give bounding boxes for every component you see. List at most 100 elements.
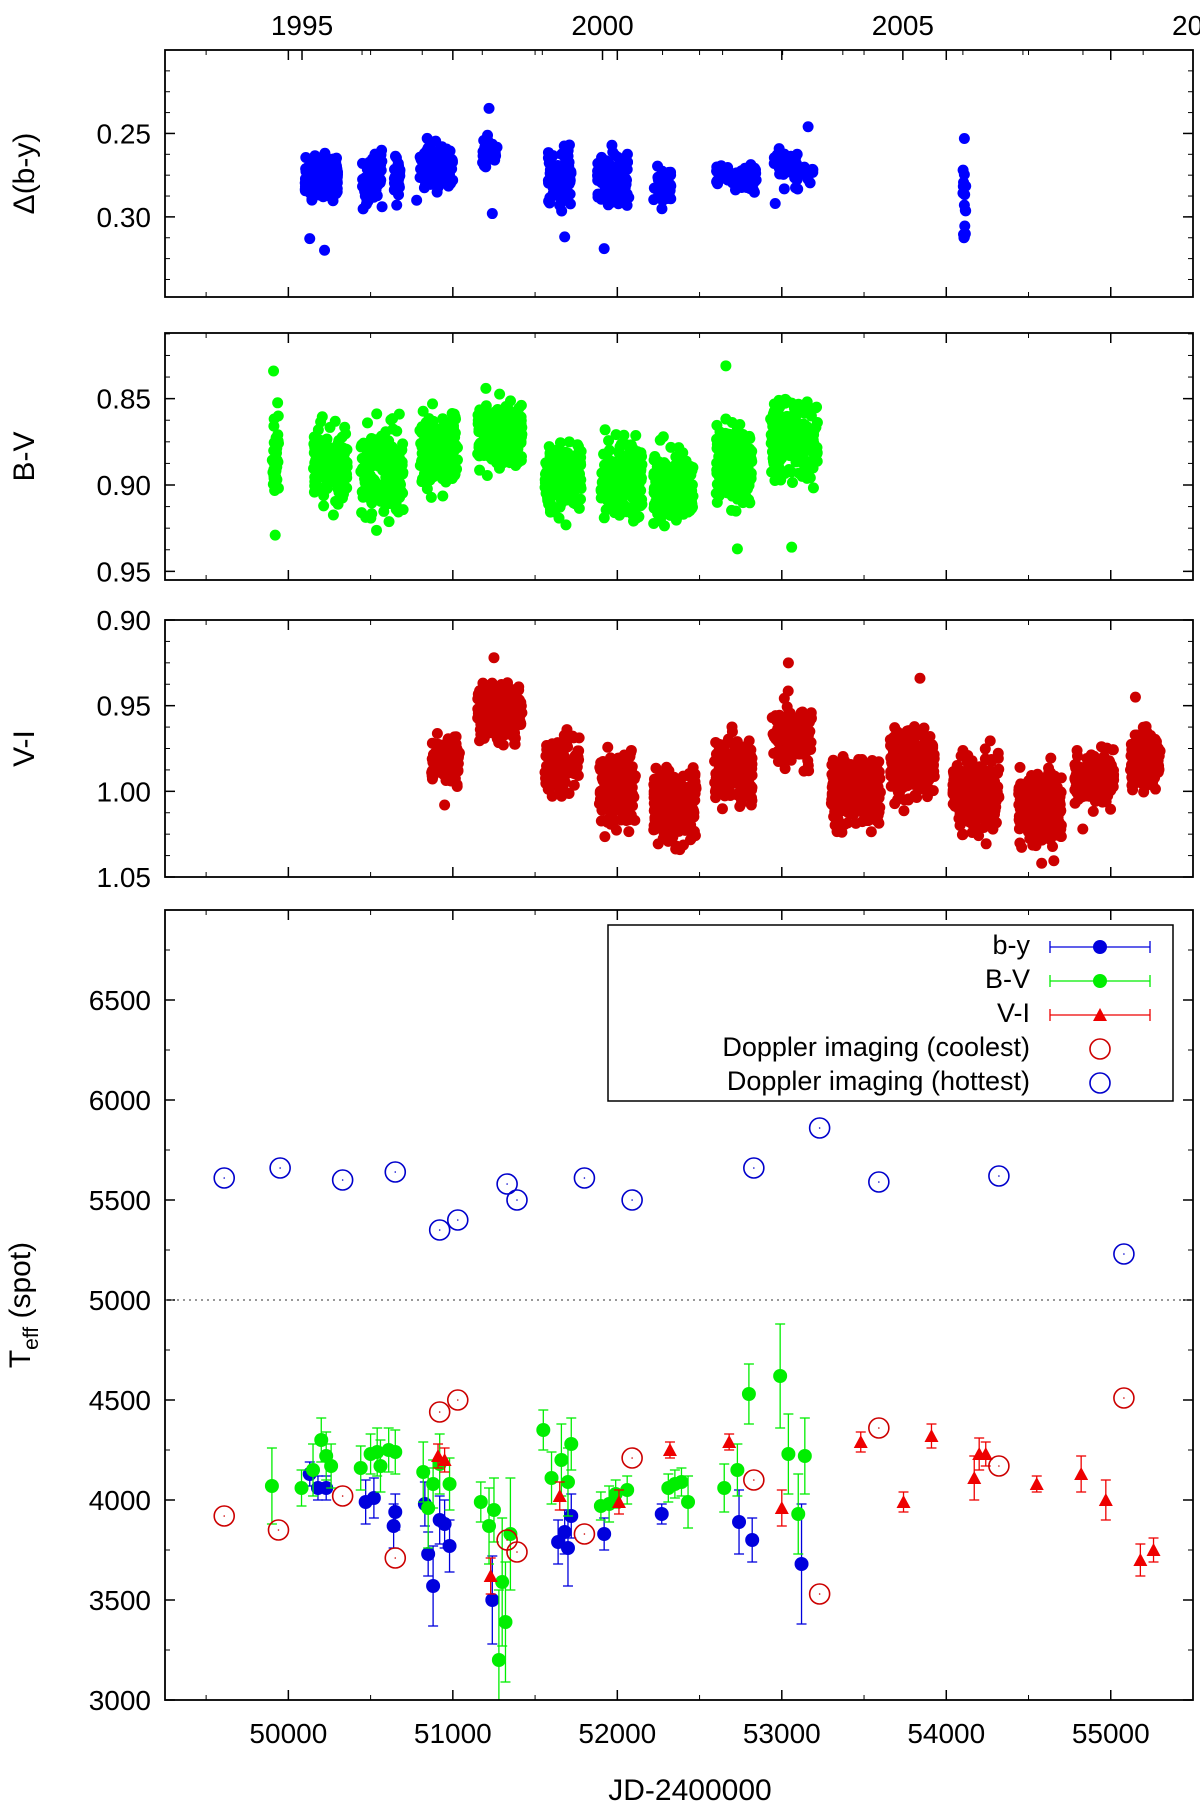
data-point [509, 422, 521, 434]
data-point [486, 697, 498, 709]
data-point [743, 432, 755, 444]
data-point [741, 763, 753, 775]
data-point [494, 724, 506, 736]
data-point [861, 814, 873, 826]
data-point [980, 838, 992, 850]
data-point [649, 789, 661, 801]
data-point [417, 405, 429, 417]
data-point [609, 149, 621, 161]
data-point [573, 745, 585, 757]
data-point [726, 758, 738, 770]
data-point [859, 802, 871, 814]
data-point [783, 463, 795, 475]
data-point [631, 512, 643, 524]
data-point [272, 397, 284, 409]
data-point [371, 408, 383, 420]
data-point [960, 205, 972, 217]
data-bv [266, 360, 823, 555]
data-point [622, 448, 634, 460]
data-point [309, 480, 321, 492]
data-point [772, 755, 784, 767]
data-point [483, 102, 495, 114]
data-point [543, 441, 555, 453]
data-point [865, 778, 877, 790]
data-point [802, 755, 814, 767]
data-point [809, 423, 821, 435]
data-point [767, 408, 779, 420]
data-point [573, 467, 585, 479]
data-point [375, 156, 387, 168]
data-point [711, 478, 723, 490]
data-point [491, 141, 503, 153]
data-point [448, 430, 460, 442]
data-point [480, 138, 492, 150]
data-point [376, 438, 388, 450]
data-point [889, 722, 901, 734]
data-point [983, 819, 995, 831]
data-point [827, 795, 839, 807]
data-point [361, 475, 373, 487]
data-point [716, 164, 728, 176]
data-point [612, 198, 624, 210]
data-point [648, 498, 660, 510]
data-point [604, 487, 616, 499]
data-point [568, 779, 580, 791]
data-point [610, 429, 622, 441]
data-point [744, 449, 756, 461]
data-point [779, 416, 791, 428]
data-point [390, 152, 402, 164]
data-point [598, 243, 610, 255]
data-point [775, 166, 787, 178]
data-point [330, 495, 342, 507]
data-point [481, 470, 493, 482]
data-point [786, 397, 798, 409]
data-point [437, 413, 449, 425]
data-point [449, 740, 461, 752]
data-point [592, 191, 604, 203]
data-point [831, 807, 843, 819]
data-point [728, 745, 740, 757]
data-point [306, 159, 318, 171]
data-point [804, 461, 816, 473]
data-point [573, 732, 585, 744]
data-point [652, 838, 664, 850]
data-point [560, 519, 572, 531]
data-point [853, 765, 865, 777]
data-point [927, 749, 939, 761]
data-point [505, 395, 517, 407]
data-point [734, 801, 746, 813]
data-point [670, 451, 682, 463]
data-point [437, 421, 449, 433]
data-point [730, 505, 742, 517]
data-point [768, 747, 780, 759]
data-point [865, 826, 877, 838]
data-point [433, 172, 445, 184]
data-point [559, 181, 571, 193]
data-point [726, 417, 738, 429]
data-point [558, 729, 570, 741]
data-point [376, 201, 388, 213]
data-point [432, 467, 444, 479]
data-point [414, 424, 426, 436]
data-point [598, 512, 610, 524]
data-point [662, 464, 674, 476]
data-point [662, 799, 674, 811]
data-point [550, 181, 562, 193]
data-point [610, 798, 622, 810]
data-point [845, 759, 857, 771]
data-point [418, 182, 430, 194]
data-point [947, 766, 959, 778]
data-point [625, 474, 637, 486]
data-point [801, 738, 813, 750]
data-point [414, 172, 426, 184]
data-point [661, 170, 673, 182]
data-point [479, 731, 491, 743]
data-point [599, 178, 611, 190]
data-point [660, 478, 672, 490]
data-point [437, 490, 449, 502]
data-point [474, 464, 486, 476]
data-point [953, 813, 965, 825]
data-point [324, 421, 336, 433]
data-point [664, 509, 676, 521]
